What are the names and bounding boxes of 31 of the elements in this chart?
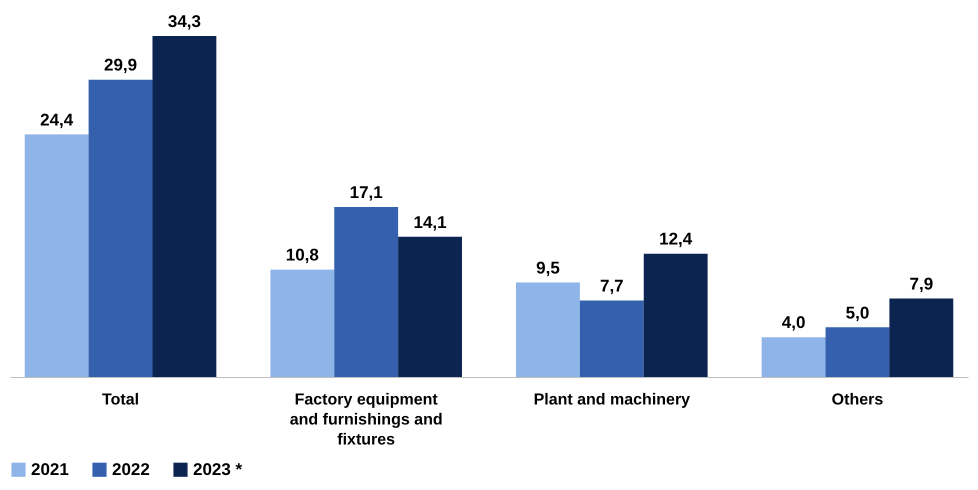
bar (152, 36, 216, 377)
legend-label: 2021 (31, 460, 69, 479)
bar (826, 327, 890, 377)
data-label: 7,9 (910, 274, 934, 294)
data-label: 29,9 (104, 56, 138, 75)
bar (88, 80, 152, 377)
bar (889, 298, 954, 377)
bar (398, 236, 462, 377)
x-tick-label: Factory equipment and furnishings and fixtures (290, 392, 443, 448)
x-tick-label: Plant and machinery (534, 392, 690, 408)
data-label: 12,4 (659, 230, 693, 249)
data-label: 24,4 (40, 110, 74, 130)
bar (270, 270, 334, 377)
legend-label: 2022 (112, 460, 150, 479)
legend-label: 2023 * (193, 460, 243, 479)
bar (516, 282, 580, 377)
x-tick-label: Total (102, 392, 140, 408)
data-label: 9,5 (536, 258, 560, 278)
bar (24, 134, 89, 377)
bar (762, 337, 826, 377)
data-label: 5,0 (846, 303, 870, 322)
data-label: 10,8 (286, 246, 319, 265)
x-tick-label: Others (832, 392, 884, 408)
data-label: 4,0 (782, 313, 806, 332)
data-label: 17,1 (350, 182, 383, 202)
data-label: 14,1 (414, 212, 447, 232)
bar (334, 206, 398, 377)
bar (644, 254, 708, 377)
bar (580, 300, 644, 377)
data-label: 34,3 (168, 12, 201, 31)
data-label: 7,7 (600, 276, 624, 296)
